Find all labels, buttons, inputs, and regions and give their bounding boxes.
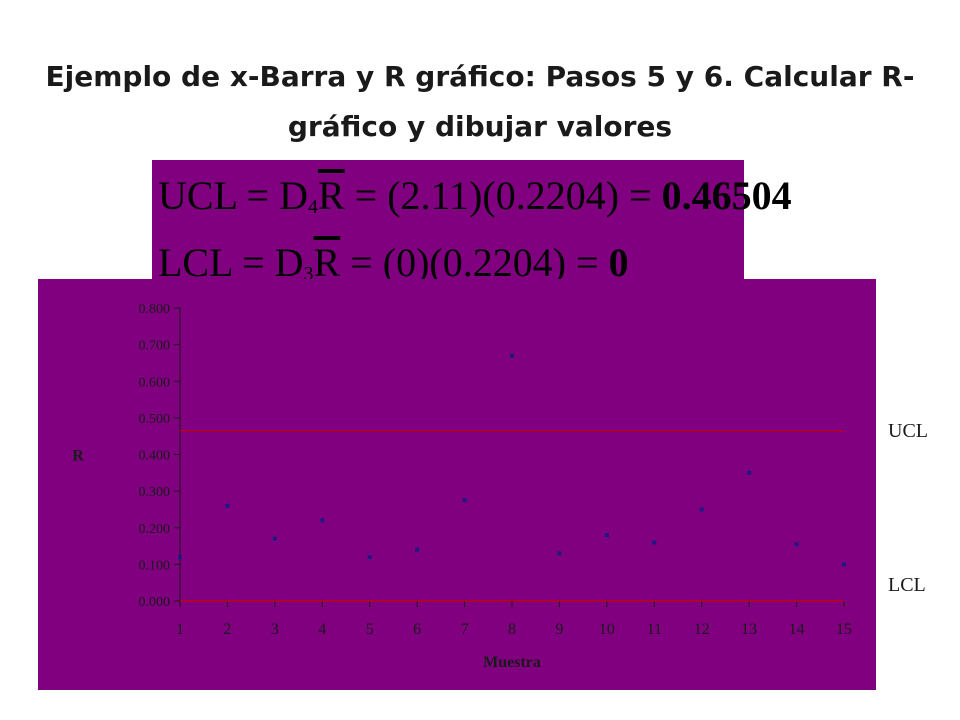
x-tick-label: 15	[836, 621, 852, 638]
x-tick-label: 8	[508, 621, 516, 638]
x-tick-label: 10	[599, 621, 615, 638]
ucl-formula-middle: = (2.11)(0.2204) =	[354, 173, 652, 218]
x-tick-label: 6	[413, 621, 421, 638]
data-point	[225, 503, 230, 508]
data-point	[462, 498, 467, 503]
formula-box: UCL = D4R = (2.11)(0.2204) = 0.46504 LCL…	[152, 160, 792, 285]
x-tick-label: 4	[318, 621, 326, 638]
x-axis-label: Muestra	[483, 654, 541, 671]
x-tick-label: 5	[366, 621, 374, 638]
data-point	[794, 542, 799, 547]
y-tick-label: 0.800	[139, 302, 171, 317]
y-tick-label: 0.500	[139, 412, 171, 427]
lcl-formula-d: D	[274, 240, 304, 285]
slide-title: Ejemplo de x-Barra y R gráfico: Pasos 5 …	[45, 60, 915, 143]
data-point	[272, 536, 277, 541]
r-chart-panel: 0.000 0.100 0.200 0.300 0.400 0.500 0.600 0.700…	[38, 279, 876, 690]
ucl-formula: UCL = D4R = (2.11)(0.2204) = 0.46504	[158, 173, 792, 218]
lcl-formula-middle: = (0)(0.2204) =	[350, 240, 599, 285]
x-tick-label: 13	[741, 621, 757, 638]
data-point	[699, 507, 704, 512]
lcl-formula-rbar: R	[313, 240, 341, 285]
y-tick-label: 0.100	[139, 558, 171, 573]
data-point	[510, 353, 514, 358]
lcl-formula: LCL = D3R = (0)(0.2204) = 0	[158, 240, 629, 285]
x-tick-label: 7	[461, 621, 469, 638]
x-tick-label: 2	[223, 621, 231, 638]
x-tick-label: 9	[555, 621, 563, 638]
data-point	[367, 555, 372, 560]
x-tick-label: 14	[789, 621, 805, 638]
y-tick-label: 0.400	[139, 449, 171, 464]
data-point	[747, 470, 752, 475]
data-point	[604, 533, 609, 538]
ucl-formula-result: 0.46504	[661, 173, 792, 218]
data-point	[842, 562, 846, 567]
r-chart: 0.000 0.100 0.200 0.300 0.400 0.500 0.600 0.700…	[72, 302, 852, 671]
lcl-formula-result: 0	[608, 240, 629, 285]
lcl-formula-d-sub: 3	[303, 263, 314, 285]
ucl-formula-d-sub: 4	[307, 196, 318, 218]
data-point	[320, 518, 325, 523]
lcl-side-label: LCL	[888, 574, 926, 596]
data-point	[652, 540, 657, 545]
data-point	[557, 551, 562, 556]
y-axis-label: R	[72, 448, 84, 465]
x-tick-label: 1	[176, 621, 184, 638]
y-tick-label: 0.200	[139, 522, 171, 537]
x-tick-label: 3	[271, 621, 279, 638]
y-tick-label: 0.300	[139, 485, 171, 500]
ucl-formula-d: D	[279, 173, 308, 218]
y-tick-label: 0.000	[139, 595, 171, 610]
data-point	[415, 547, 420, 552]
x-tick-label: 11	[647, 621, 662, 638]
lcl-formula-lhs: LCL	[158, 240, 233, 285]
data-point	[178, 555, 182, 560]
ucl-formula-rbar: R	[317, 173, 345, 218]
y-tick-label: 0.700	[139, 339, 171, 354]
ucl-side-label: UCL	[888, 420, 928, 442]
ucl-formula-lhs: UCL	[158, 173, 237, 218]
x-tick-label: 12	[694, 621, 710, 638]
y-tick-label: 0.600	[139, 375, 171, 390]
